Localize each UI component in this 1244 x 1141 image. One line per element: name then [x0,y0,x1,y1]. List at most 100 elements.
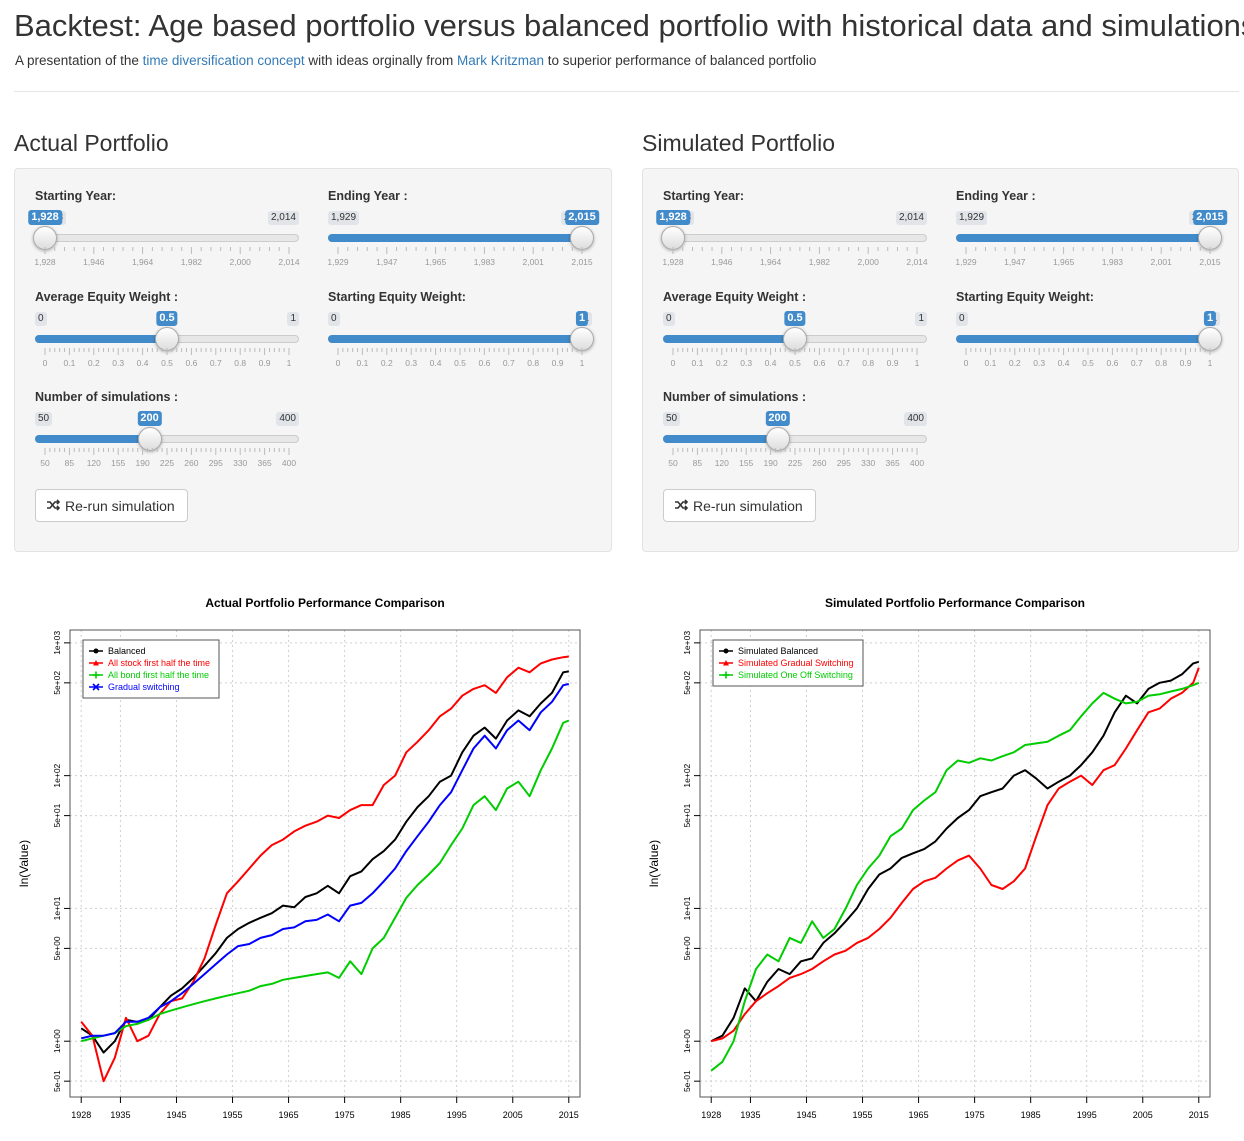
slider-grid-label: 2,015 [571,257,593,267]
series-line-3 [80,719,570,1043]
slider-grid-label: 190 [135,458,150,468]
legend-marker [723,660,729,666]
slider-grid-label: 1,947 [376,257,398,267]
simulated-portfolio-panel: Starting Year:1,9282,0141,9281,9281,9461… [642,168,1239,552]
slider-value-label: 1 [1203,311,1217,326]
actual-number-of-simulations-slider: Number of simulations : 50 400 200 50 85 120 15… [35,390,299,480]
slider-handle[interactable] [783,327,807,351]
legend-entry: All bond first half the time [108,670,209,680]
slider-handle[interactable] [137,427,162,451]
x-tick-label: 2005 [503,1110,523,1120]
series-line-4 [80,683,570,1040]
slider-grid-label: 0.9 [258,358,271,368]
simulated-portfolio-heading: Simulated Portfolio [642,130,836,156]
y-tick-label: 1e+00 [52,1029,62,1053]
slider-bar [35,435,150,443]
number-of-simulations-label: Number of simulations : [663,390,807,404]
slider-grid: 0 0.1 0.2 0.3 0.4 0.5 0.6 0.7 0.8 0.9 1 [956,348,1220,380]
slider-grid-label: 0.2 [1008,358,1021,368]
slider-grid-label: 400 [909,458,925,468]
legend-marker [92,671,100,679]
x-tick-label: 1985 [391,1110,411,1120]
x-tick-label: 1955 [853,1110,873,1120]
slider-grid-label: 1,928 [662,257,684,267]
header-divider [14,91,1239,92]
subtitle-text-2: with ideas orginally from [304,53,457,68]
actual-ending-year-slider: Ending Year :1,9292,0152,0151,9291,9471,… [327,189,599,279]
slider-min-label: 0 [35,312,47,326]
slider-grid-label: 1 [579,358,585,368]
y-axis-label: ln(Value) [17,840,31,887]
slider-grid-label: 0.9 [886,358,899,368]
x-tick-label: 2005 [1133,1110,1153,1120]
slider-grid-label: 0.3 [112,358,125,368]
slider-grid-label: 0.5 [454,358,466,368]
slider-grid-label: 120 [714,458,729,468]
simulated-rerun-simulation-button[interactable]: Re-run simulation [663,489,816,522]
slider-grid-label: 0.3 [740,358,753,368]
slider-grid-label: 0 [670,358,676,368]
ending-year-label: Ending Year : [956,189,1036,203]
slider-handle[interactable] [33,226,57,250]
slider-track[interactable] [35,234,299,242]
slider-grid-label: 2,000 [857,257,879,267]
slider-value-label: 0.5 [784,311,806,326]
x-tick-label: 1975 [965,1110,985,1120]
slider-track[interactable] [663,234,927,242]
slider-value-label: 200 [137,411,162,426]
slider-grid-label: 0.4 [764,358,777,368]
time-diversification-link[interactable]: time diversification concept [142,53,305,68]
slider-grid-label: 190 [763,458,778,468]
slider-grid-label: 365 [257,458,272,468]
slider-grid-label: 0.2 [87,358,100,368]
actual-rerun-simulation-button[interactable]: Re-run simulation [35,489,188,522]
slider-max-label: 1 [915,312,927,326]
legend-entry: Balanced [108,646,146,656]
slider-value-label: 2,015 [1193,210,1227,225]
slider-value-label: 1 [575,311,589,326]
slider-grid-label: 1,964 [759,257,782,267]
slider-min-label: 50 [663,412,681,426]
x-tick-label: 1995 [447,1110,467,1120]
legend-marker [723,648,729,654]
subtitle-text-3: to superior performance of balanced port… [544,53,817,68]
series-line-1 [80,670,569,1054]
actual-starting-equity-weight-slider: Starting Equity Weight:01100.10.20.30.40… [328,290,594,380]
slider-grid-label: 0.3 [405,358,418,368]
slider-grid-label: 0.5 [161,358,173,368]
slider-handle[interactable] [570,226,594,250]
average-equity-weight-label: Average Equity Weight : [35,290,179,304]
slider-grid-label: 0.6 [1106,358,1119,368]
actual-starting-year-slider: Starting Year:1,9282,0141,9281,9281,9461… [28,189,300,279]
legend-marker [93,660,99,666]
slider-grid-label: 0.7 [209,358,222,368]
slider-handle[interactable] [155,327,179,351]
actual-portfolio-panel: Starting Year:1,9282,0141,9281,9281,9461… [14,168,612,552]
slider-grid-label: 0.1 [691,358,704,368]
slider-value-label: 1,928 [28,210,62,225]
slider-grid-label: 2,014 [278,257,300,267]
x-tick-label: 1935 [740,1110,760,1120]
series-line-2 [80,655,569,1083]
mark-kritzman-link[interactable]: Mark Kritzman [456,53,544,68]
x-tick-label: 1965 [909,1110,929,1120]
slider-min-label: 1,929 [328,211,360,225]
slider-grid-label: 0.2 [715,358,728,368]
slider-grid-label: 155 [739,458,754,468]
slider-grid-label: 1 [914,358,920,368]
slider-value-label: 200 [765,411,790,426]
legend-entry: All stock first half the time [108,658,210,668]
slider-grid-label: 50 [40,458,50,468]
plot-frame [699,629,1211,1098]
slider-handle[interactable] [661,226,685,250]
slider-grid-label: 2,001 [522,257,544,267]
slider-grid-label: 0.7 [1130,358,1143,368]
slider-grid-label: 0.5 [789,358,801,368]
slider-value-label: 0.5 [156,311,178,326]
shuffle-icon [46,498,61,514]
slider-handle[interactable] [765,427,790,451]
slider-grid: 1,929 1,947 1,965 1,983 2,001 2,015 [327,247,593,279]
slider-grid-label: 0.1 [63,358,76,368]
starting-year-label: Starting Year: [663,189,745,203]
slider-grid-label: 85 [64,458,75,468]
